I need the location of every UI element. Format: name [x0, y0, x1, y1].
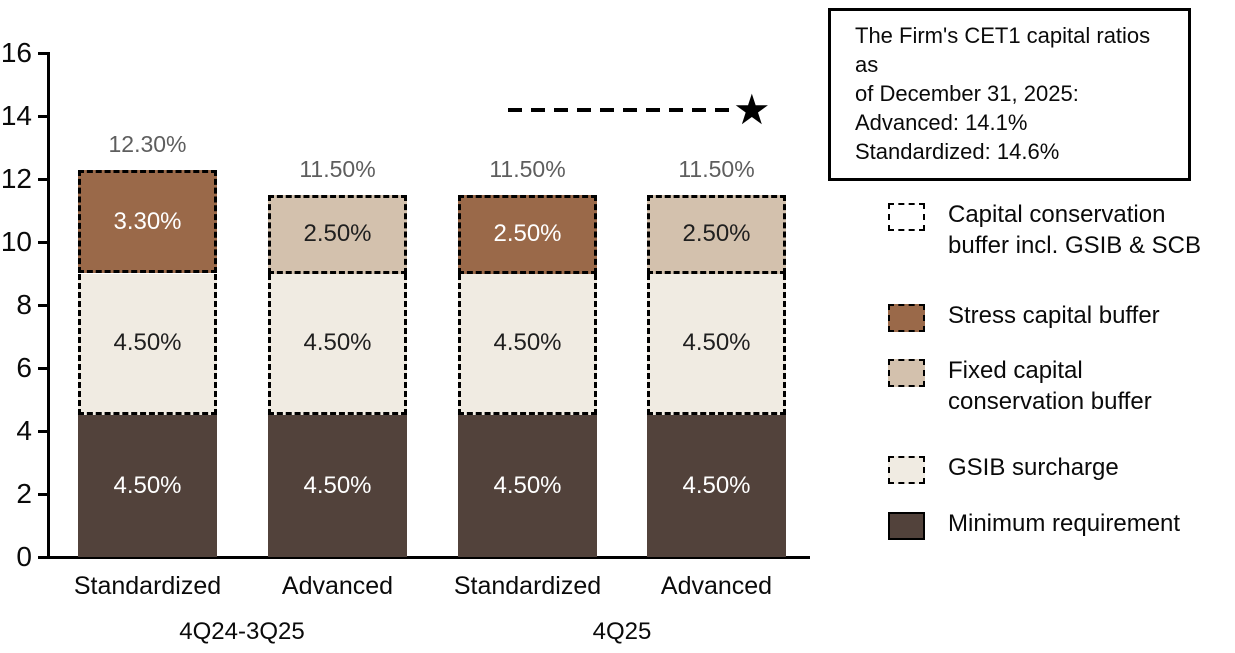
bar-segment: 4.50%: [78, 415, 217, 557]
legend-label-line: buffer incl. GSIB & SCB: [948, 232, 1201, 259]
legend-swatch-icon: [888, 304, 925, 332]
bar-segment: 2.50%: [268, 194, 407, 274]
segment-value-label: 4.50%: [113, 328, 182, 356]
y-tick-mark: [38, 493, 50, 496]
segment-value-label: 4.50%: [493, 472, 562, 500]
y-tick-label: 12: [0, 163, 32, 194]
bar-total-label: 12.30%: [108, 130, 187, 157]
bar-segment: 4.50%: [458, 273, 597, 416]
note-line-1: The Firm's CET1 capital ratios as: [855, 23, 1151, 77]
legend-label-line: Stress capital buffer: [948, 302, 1160, 329]
bar-segment: 4.50%: [78, 273, 217, 416]
bar-segment: 2.50%: [647, 194, 786, 274]
legend-item: Stress capital buffer: [888, 300, 1160, 332]
segment-value-label: 3.30%: [113, 207, 182, 235]
y-tick-mark: [38, 52, 50, 55]
legend-label: GSIB surcharge: [948, 452, 1119, 483]
legend-label: Capital conservation buffer incl. GSIB & …: [948, 199, 1201, 261]
y-tick-label: 14: [0, 100, 32, 131]
y-tick-mark: [38, 367, 50, 370]
y-tick-mark: [38, 430, 50, 433]
legend-item: GSIB surcharge: [888, 452, 1119, 484]
legend-label: Minimum requirement: [948, 508, 1180, 539]
y-tick-label: 2: [16, 478, 32, 509]
legend-label-line: GSIB surcharge: [948, 454, 1119, 481]
segment-value-label: 4.50%: [303, 328, 372, 356]
x-axis-line: [40, 556, 810, 559]
bar-segment: 3.30%: [78, 169, 217, 274]
segment-value-label: 4.50%: [113, 472, 182, 500]
legend-label-line: Capital conservation: [948, 201, 1166, 228]
x-axis-group-label: 4Q24-3Q25: [179, 618, 305, 645]
bar-segment: 4.50%: [268, 415, 407, 557]
x-axis-bar-label: Standardized: [453, 572, 602, 600]
segment-value-label: 4.50%: [682, 328, 751, 356]
note-box: The Firm's CET1 capital ratios as of Dec…: [828, 8, 1191, 181]
y-tick-label: 4: [16, 415, 32, 446]
legend: Capital conservation buffer incl. GSIB & …: [888, 0, 1235, 653]
note-line-4: Standardized: 14.6%: [855, 139, 1060, 164]
bar-segment: 4.50%: [647, 415, 786, 557]
bar-total-label: 11.50%: [678, 155, 755, 182]
segment-value-label: 2.50%: [303, 220, 372, 248]
legend-label: Fixed capital conservation buffer: [948, 355, 1152, 417]
legend-label: Stress capital buffer: [948, 300, 1160, 331]
note-line-2: of December 31, 2025:: [855, 81, 1079, 106]
legend-swatch-icon: [888, 456, 925, 484]
legend-swatch-icon: [888, 512, 925, 540]
plot-area: 0 2 4 6 8 10 12 14 16 4.50% 4.50% 3.30% 12.30% Standa…: [0, 37, 810, 645]
star-icon: ★: [733, 85, 771, 133]
bar-segment: 4.50%: [268, 273, 407, 416]
legend-label-line: Fixed capital: [948, 357, 1083, 384]
segment-value-label: 4.50%: [493, 328, 562, 356]
annotation-dashed-line: [508, 107, 736, 112]
y-tick-mark: [38, 115, 50, 118]
bar-segment: 4.50%: [647, 273, 786, 416]
legend-item: Minimum requirement: [888, 508, 1180, 540]
segment-value-label: 2.50%: [493, 220, 562, 248]
x-axis-group-label: 4Q25: [592, 618, 652, 645]
y-tick-label: 6: [16, 352, 32, 383]
x-axis-bar-label: Advanced: [660, 572, 773, 600]
y-tick-label: 0: [16, 541, 32, 572]
y-tick-mark: [38, 241, 50, 244]
legend-label-line: Minimum requirement: [948, 510, 1181, 537]
bar-total-label: 11.50%: [299, 155, 376, 182]
bar-segment: 2.50%: [458, 194, 597, 274]
legend-swatch-icon: [888, 203, 925, 231]
x-axis-bar-label: Advanced: [281, 572, 394, 600]
bar-total-label: 11.50%: [489, 155, 566, 182]
legend-swatch-icon: [888, 359, 925, 387]
y-tick-label: 16: [0, 37, 32, 68]
y-tick-label: 8: [16, 289, 32, 320]
segment-value-label: 4.50%: [303, 472, 372, 500]
bar-segment: 4.50%: [458, 415, 597, 557]
legend-item: Fixed capital conservation buffer: [888, 355, 1152, 417]
segment-value-label: 4.50%: [682, 472, 751, 500]
y-tick-mark: [38, 556, 50, 559]
legend-item: Capital conservation buffer incl. GSIB & …: [888, 199, 1201, 261]
segment-value-label: 2.50%: [682, 220, 751, 248]
y-tick-mark: [38, 178, 50, 181]
legend-label-line: conservation buffer: [948, 388, 1152, 415]
y-tick-label: 10: [0, 226, 32, 257]
y-tick-mark: [38, 304, 50, 307]
x-axis-bar-label: Standardized: [73, 572, 222, 600]
note-line-3: Advanced: 14.1%: [855, 110, 1028, 135]
